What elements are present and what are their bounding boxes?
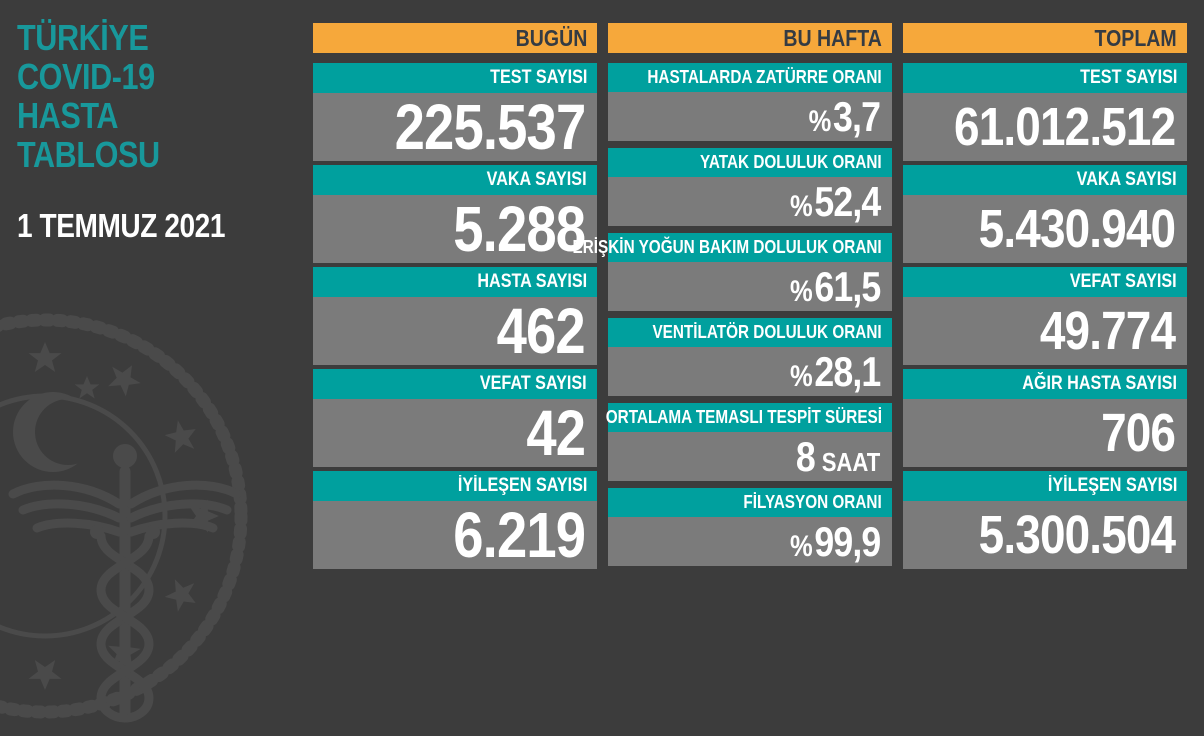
stat-value: 5.288	[453, 193, 586, 265]
page-title-line: TABLOSU	[17, 134, 160, 175]
stat-card-bugun-iyilesen-sayisi: İYİLEŞEN SAYISI 6.219	[313, 471, 597, 571]
page-title-line: HASTA	[17, 95, 119, 136]
column-header-bu-hafta: BU HAFTA	[608, 23, 892, 53]
stat-label: ORTALAMA TEMASLI TESPİT SÜRESİ	[605, 407, 882, 427]
stat-label: ERİŞKİN YOĞUN BAKIM DOLULUK ORANI	[572, 237, 882, 257]
stat-label: VAKA SAYISI	[487, 169, 587, 190]
stats-board: BUGÜN TEST SAYISI 225.537 VAKA SAYISI 5.…	[313, 23, 1187, 573]
percent-sign: %	[789, 189, 813, 223]
stat-value: 28,1	[813, 347, 881, 395]
stat-card-toplam-test-sayisi: TEST SAYISI 61.012.512	[903, 63, 1187, 161]
turkey-ministry-of-health-emblem-icon	[0, 313, 248, 723]
stat-card-bugun-hasta-sayisi: HASTA SAYISI 462	[313, 267, 597, 367]
stat-label: VEFAT SAYISI	[1070, 271, 1177, 292]
stat-card-filyasyon-orani: FİLYASYON ORANI %99,9	[608, 488, 892, 566]
column-header-label: BUGÜN	[515, 24, 587, 51]
percent-sign: %	[789, 274, 813, 308]
stat-value: 5.430.940	[978, 199, 1175, 259]
stat-unit: SAAT	[821, 446, 880, 477]
stat-card-zaturre-orani: HASTALARDA ZATÜRRE ORANI %3,7	[608, 63, 892, 141]
stat-label: HASTA SAYISI	[477, 271, 587, 292]
stat-card-bugun-vaka-sayisi: VAKA SAYISI 5.288	[313, 165, 597, 265]
stat-label: FİLYASYON ORANI	[743, 492, 882, 512]
stat-label: VAKA SAYISI	[1077, 169, 1177, 190]
percent-sign: %	[789, 529, 813, 563]
stat-value: 42	[526, 397, 586, 469]
stat-value: 462	[496, 295, 586, 367]
column-bu-hafta: BU HAFTA HASTALARDA ZATÜRRE ORANI %3,7 Y…	[573, 23, 892, 573]
page-title: TÜRKİYE COVID-19 HASTA TABLOSU	[17, 18, 185, 174]
stat-value: 5.300.504	[978, 505, 1175, 565]
column-header-toplam: TOPLAM	[903, 23, 1187, 53]
stat-label: İYİLEŞEN SAYISI	[457, 475, 587, 496]
column-bugun: BUGÜN TEST SAYISI 225.537 VAKA SAYISI 5.…	[313, 23, 597, 573]
stat-card-toplam-vaka-sayisi: VAKA SAYISI 5.430.940	[903, 165, 1187, 263]
stat-card-bugun-test-sayisi: TEST SAYISI 225.537	[313, 63, 597, 163]
stat-value: 6.219	[453, 499, 586, 571]
stat-card-toplam-vefat-sayisi: VEFAT SAYISI 49.774	[903, 267, 1187, 365]
stat-label: YATAK DOLULUK ORANI	[700, 152, 882, 172]
stat-value: 61,5	[813, 262, 881, 310]
stat-value: 8	[795, 432, 816, 480]
report-date: 1 TEMMUZ 2021	[17, 207, 226, 244]
stat-card-agir-hasta-sayisi: AĞIR HASTA SAYISI 706	[903, 369, 1187, 467]
stat-card-yatak-doluluk: YATAK DOLULUK ORANI %52,4	[608, 148, 892, 226]
stat-label: HASTALARDA ZATÜRRE ORANI	[647, 67, 882, 87]
column-header-label: BU HAFTA	[783, 24, 882, 51]
column-header-bugun: BUGÜN	[313, 23, 597, 53]
stat-label: VEFAT SAYISI	[480, 373, 587, 394]
stat-label: İYİLEŞEN SAYISI	[1047, 475, 1177, 496]
stat-value: 49.774	[1039, 301, 1176, 361]
stat-value: 99,9	[813, 517, 881, 565]
stat-label: TEST SAYISI	[489, 67, 587, 88]
page-title-line: COVID-19	[17, 56, 155, 97]
stat-value: 706	[1100, 403, 1176, 463]
stat-value: 61.012.512	[953, 97, 1176, 157]
page-title-line: TÜRKİYE	[17, 17, 149, 58]
stat-card-toplam-iyilesen-sayisi: İYİLEŞEN SAYISI 5.300.504	[903, 471, 1187, 569]
percent-sign: %	[789, 359, 813, 393]
percent-sign: %	[808, 104, 832, 138]
stat-card-bugun-vefat-sayisi: VEFAT SAYISI 42	[313, 369, 597, 469]
crescent-icon	[10, 389, 100, 479]
stat-label: AĞIR HASTA SAYISI	[1022, 373, 1177, 394]
stat-value: 225.537	[394, 91, 586, 163]
column-header-label: TOPLAM	[1094, 24, 1177, 51]
stat-value: 3,7	[832, 92, 881, 140]
stat-card-temasli-tespit-suresi: ORTALAMA TEMASLI TESPİT SÜRESİ 8 SAAT	[605, 403, 892, 481]
sidebar: TÜRKİYE COVID-19 HASTA TABLOSU 1 TEMMUZ …	[0, 0, 307, 723]
stat-label: TEST SAYISI	[1079, 67, 1177, 88]
stat-card-yogun-bakim-doluluk: ERİŞKİN YOĞUN BAKIM DOLULUK ORANI %61,5	[573, 233, 892, 311]
stat-label: VENTİLATÖR DOLULUK ORANI	[652, 322, 882, 342]
stat-value: 52,4	[813, 177, 881, 225]
column-toplam: TOPLAM TEST SAYISI 61.012.512 VAKA SAYIS…	[903, 23, 1187, 573]
stat-card-ventilator-doluluk: VENTİLATÖR DOLULUK ORANI %28,1	[608, 318, 892, 396]
